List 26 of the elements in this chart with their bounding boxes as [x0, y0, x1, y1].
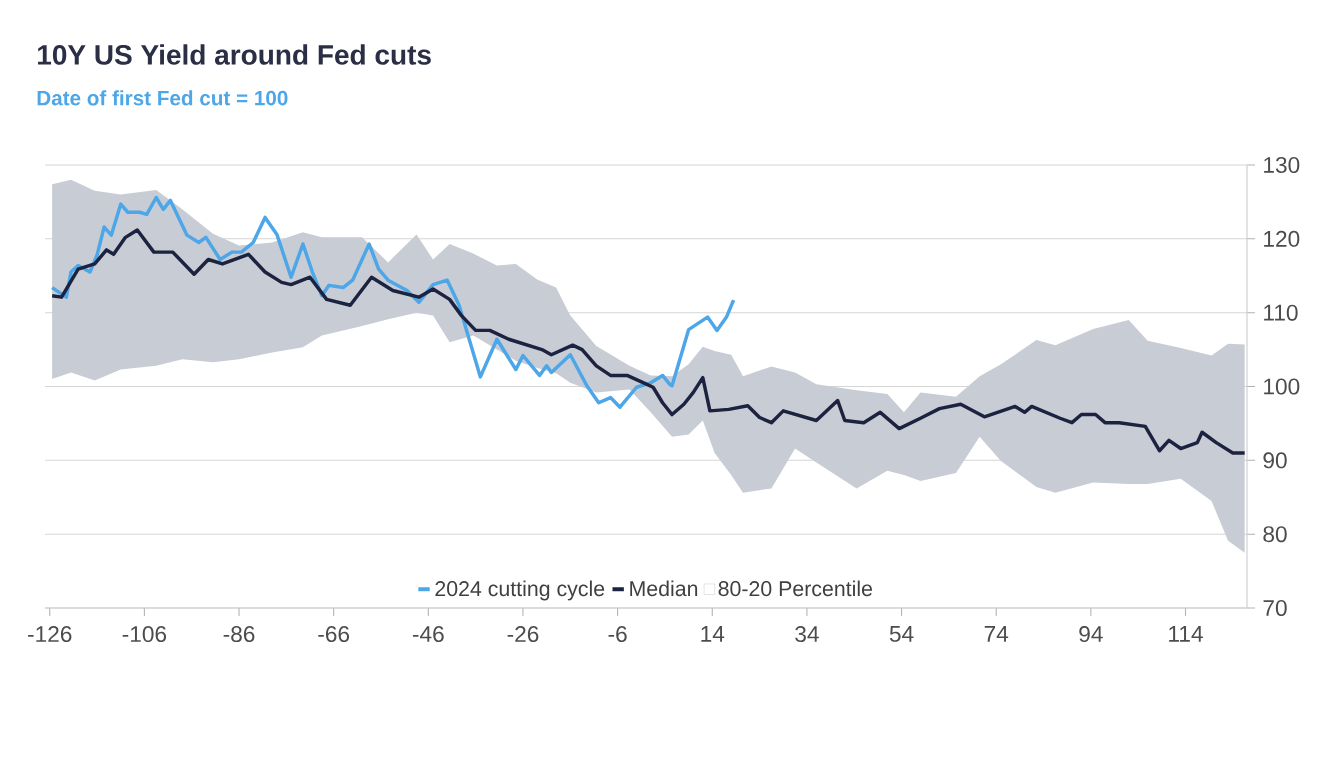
x-tick-label: -126 — [28, 626, 72, 643]
x-tick-label: -106 — [122, 626, 167, 643]
legend-label: 80-20 Percentile — [718, 580, 873, 597]
x-tick-label: -86 — [223, 626, 255, 643]
legend-label: Median — [630, 580, 698, 597]
x-tick-label: 74 — [984, 626, 1009, 642]
chart-title: 10Y US Yield around Fed cuts — [38, 44, 431, 65]
x-tick-label: 14 — [701, 626, 725, 642]
y-tick-label: 90 — [1263, 452, 1287, 469]
y-tick-label: 80 — [1263, 526, 1287, 543]
legend-label: 2024 cutting cycle — [435, 580, 605, 601]
chart-subtitle: Date of first Fed cut = 100 — [37, 90, 288, 106]
x-tick-label: -6 — [608, 626, 627, 643]
x-tick-label: -46 — [412, 626, 444, 643]
y-tick-label: 130 — [1264, 156, 1300, 174]
x-tick-label: -66 — [318, 626, 350, 643]
x-tick-label: 94 — [1079, 626, 1103, 643]
x-tick-label: 54 — [889, 626, 914, 642]
line-series — [50, 195, 736, 409]
y-tick-label: 100 — [1264, 378, 1300, 395]
y-tick-label: 110 — [1264, 304, 1298, 321]
y-tick-label: 120 — [1264, 230, 1300, 247]
x-tick-label: 34 — [795, 626, 819, 643]
y-tick-label: 70 — [1263, 599, 1287, 617]
x-tick-label: 114 — [1169, 626, 1203, 642]
x-tick-label: -26 — [507, 626, 539, 643]
